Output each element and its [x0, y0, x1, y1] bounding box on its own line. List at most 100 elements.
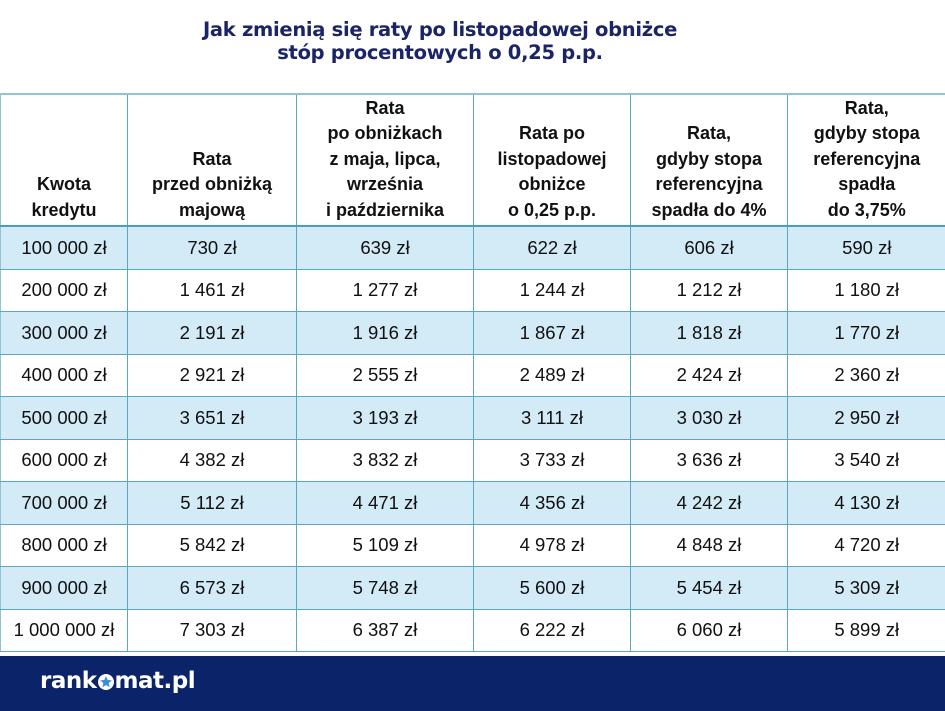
header-after-may-oct-cuts: Rata po obniżkach z maja, lipca, wrześni… — [296, 93, 474, 227]
cell-value: 5 112 zł — [127, 481, 297, 525]
header-line: września — [346, 174, 424, 194]
cell-loan-amount: 400 000 zł — [0, 354, 128, 397]
cell-value: 5 842 zł — [127, 524, 297, 567]
cell-value: 3 636 zł — [630, 439, 788, 482]
cell-value: 2 489 zł — [473, 354, 631, 397]
title-line-2: stóp procentowych o 0,25 p.p. — [277, 41, 603, 64]
cell-loan-amount: 200 000 zł — [0, 269, 128, 312]
header-row: Kwota kredytu Rata przed obniżką majową … — [0, 93, 945, 227]
header-line: przed obniżką — [151, 174, 272, 194]
table-row: 800 000 zł 5 842 zł 5 109 zł 4 978 zł 4 … — [0, 524, 945, 567]
cell-value: 2 921 zł — [127, 354, 297, 397]
header-line: referencyjna — [813, 148, 921, 169]
header-line: Kwota — [37, 174, 91, 194]
table-row: 500 000 zł 3 651 zł 3 193 zł 3 111 zł 3 … — [0, 396, 945, 440]
cell-value: 3 030 zł — [630, 396, 788, 440]
header-line: majową — [178, 199, 246, 220]
cell-loan-amount: 900 000 zł — [0, 566, 128, 610]
header-after-november-cut: Rata po listopadowej obniżce o 0,25 p.p. — [473, 93, 631, 227]
table-row: 600 000 zł 4 382 zł 3 832 zł 3 733 zł 3 … — [0, 439, 945, 482]
cell-value: 1 818 zł — [630, 311, 788, 355]
cell-value: 5 899 zł — [787, 609, 945, 652]
cell-value: 3 651 zł — [127, 396, 297, 440]
page-title: Jak zmienią się raty po listopadowej obn… — [0, 18, 880, 64]
header-line: referencyjna — [655, 174, 763, 194]
header-line: kredytu — [31, 199, 97, 220]
cell-value: 1 770 zł — [787, 311, 945, 355]
header-line: gdyby stopa — [813, 123, 920, 143]
header-line: po obniżkach — [327, 123, 443, 143]
logo-text-right: mat.pl — [114, 668, 196, 694]
cell-value: 1 212 zł — [630, 269, 788, 312]
cell-value: 1 180 zł — [787, 269, 945, 312]
cell-value: 4 471 zł — [296, 481, 474, 525]
header-line: spadła — [838, 174, 896, 194]
cell-value: 622 zł — [473, 226, 631, 270]
cell-value: 5 109 zł — [296, 524, 474, 567]
cell-value: 2 950 zł — [787, 396, 945, 440]
table-row: 300 000 zł 2 191 zł 1 916 zł 1 867 zł 1 … — [0, 311, 945, 355]
header-line: Rata — [192, 148, 232, 169]
cell-loan-amount: 600 000 zł — [0, 439, 128, 482]
header-line: Rata, — [686, 123, 731, 143]
cell-value: 1 867 zł — [473, 311, 631, 355]
header-line: i października — [325, 199, 445, 220]
cell-value: 6 387 zł — [296, 609, 474, 652]
cell-value: 1 916 zł — [296, 311, 474, 355]
header-line: do 3,75% — [827, 199, 906, 220]
star-icon — [97, 674, 114, 690]
cell-value: 3 733 zł — [473, 439, 631, 482]
rankomat-logo: rank mat.pl — [40, 668, 196, 694]
cell-value: 2 424 zł — [630, 354, 788, 397]
cell-value: 4 978 zł — [473, 524, 631, 567]
header-line: Rata, — [844, 97, 889, 118]
cell-value: 639 zł — [296, 226, 474, 270]
cell-value: 2 555 zł — [296, 354, 474, 397]
cell-value: 4 356 zł — [473, 481, 631, 525]
cell-value: 3 540 zł — [787, 439, 945, 482]
cell-value: 606 zł — [630, 226, 788, 270]
header-rate-3-75pct: Rata, gdyby stopa referencyjna spadła do… — [787, 93, 945, 227]
logo-text-left: rank — [40, 668, 97, 694]
header-before-may-cut: Rata przed obniżką majową — [127, 93, 297, 227]
cell-loan-amount: 700 000 zł — [0, 481, 128, 525]
cell-value: 5 600 zł — [473, 566, 631, 610]
cell-value: 3 832 zł — [296, 439, 474, 482]
footer-bar: rank mat.pl — [0, 656, 945, 711]
cell-value: 590 zł — [787, 226, 945, 270]
cell-value: 5 454 zł — [630, 566, 788, 610]
cell-value: 2 360 zł — [787, 354, 945, 397]
header-line: Rata po — [518, 123, 585, 143]
header-line: obniżce — [518, 174, 586, 194]
cell-loan-amount: 500 000 zł — [0, 396, 128, 440]
cell-value: 1 244 zł — [473, 269, 631, 312]
cell-value: 2 191 zł — [127, 311, 297, 355]
cell-loan-amount: 800 000 zł — [0, 524, 128, 567]
cell-loan-amount: 300 000 zł — [0, 311, 128, 355]
header-rate-4pct: Rata, gdyby stopa referencyjna spadła do… — [630, 93, 788, 227]
header-line: gdyby stopa — [655, 148, 762, 169]
cell-loan-amount: 1 000 000 zł — [0, 609, 128, 652]
cell-value: 1 461 zł — [127, 269, 297, 312]
header-line: Rata — [365, 97, 405, 118]
header-line: o 0,25 p.p. — [507, 199, 597, 220]
cell-value: 5 309 zł — [787, 566, 945, 610]
table-row: 100 000 zł 730 zł 639 zł 622 zł 606 zł 5… — [0, 226, 945, 270]
cell-loan-amount: 100 000 zł — [0, 226, 128, 270]
cell-value: 1 277 zł — [296, 269, 474, 312]
table-row: 900 000 zł 6 573 zł 5 748 zł 5 600 zł 5 … — [0, 566, 945, 610]
header-line: z maja, lipca, — [329, 148, 441, 169]
table-row: 1 000 000 zł 7 303 zł 6 387 zł 6 222 zł … — [0, 609, 945, 652]
cell-value: 6 222 zł — [473, 609, 631, 652]
table-row: 200 000 zł 1 461 zł 1 277 zł 1 244 zł 1 … — [0, 269, 945, 312]
cell-value: 4 720 zł — [787, 524, 945, 567]
cell-value: 4 130 zł — [787, 481, 945, 525]
installment-table: Kwota kredytu Rata przed obniżką majową … — [0, 93, 945, 652]
cell-value: 5 748 zł — [296, 566, 474, 610]
cell-value: 3 111 zł — [473, 396, 631, 440]
title-line-1: Jak zmienią się raty po listopadowej obn… — [202, 18, 678, 41]
table-row: 700 000 zł 5 112 zł 4 471 zł 4 356 zł 4 … — [0, 481, 945, 525]
cell-value: 6 060 zł — [630, 609, 788, 652]
cell-value: 730 zł — [127, 226, 297, 270]
cell-value: 4 242 zł — [630, 481, 788, 525]
